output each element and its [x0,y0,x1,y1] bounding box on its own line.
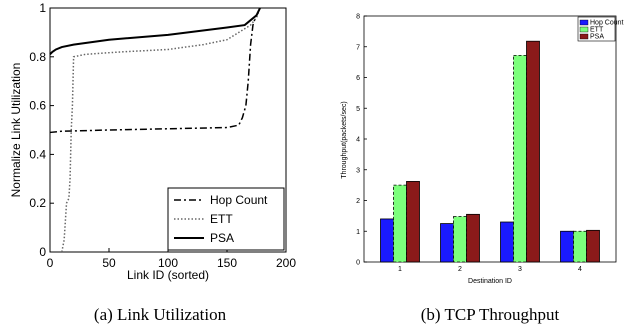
ticks: 0 1 2 3 4 5 6 7 8 1 2 3 4 [356,14,582,274]
y-tick-label: 0.8 [29,50,46,64]
y-tick-label: 6 [356,75,360,82]
y-tick-label: 0.2 [29,196,46,210]
y-tick-label: 0 [39,245,46,259]
bar-ett-3 [513,54,527,263]
x-tick-label: 100 [158,256,178,270]
x-tick-label: 4 [578,266,582,273]
bar-psa-4 [586,229,600,263]
legend-label: PSA [590,34,604,41]
y-tick-label: 1 [39,1,46,15]
caption: (b) TCP Throughput [421,305,560,324]
x-tick-label: 3 [518,266,522,273]
bar-hop-count-2 [440,223,454,263]
bar-psa-2 [466,213,480,263]
y-tick-label: 1 [356,229,360,236]
y-tick-label: 7 [356,44,360,51]
legend-label: Hop Count [590,20,624,27]
bar-hop-count-4 [560,230,574,263]
y-axis-label: Throughput(packets/sec) [341,101,348,178]
x-tick-label: 150 [217,256,237,270]
bar-ett-1 [393,184,407,263]
x-axis-label: Link ID (sorted) [127,268,209,282]
series-line-psa [49,7,261,56]
legend-box [167,187,285,251]
x-tick-label: 1 [398,266,402,273]
y-tick-label: 0 [356,260,360,267]
bar-psa-1 [406,181,420,263]
y-tick-label: 5 [356,106,360,113]
bar-hop-count-1 [380,218,394,263]
y-tick-label: 4 [356,137,360,144]
legend: Hop Count ETT PSA [167,187,285,251]
legend-label: ETT [590,27,604,34]
legend-swatch [579,26,589,33]
y-tick-label: 0.6 [29,99,46,113]
bars [380,40,600,263]
tcp-throughput-chart: 0 1 2 3 4 5 6 7 8 1 2 3 4 Destination ID Throughput(… [341,14,624,325]
x-tick-label: 50 [102,256,116,270]
y-tick-label: 2 [356,198,360,205]
series-line-ett [61,7,261,253]
legend-swatch [579,33,589,40]
x-axis-label: Destination ID [468,278,512,285]
x-tick-label: 0 [47,256,54,270]
ticks: 0 50 100 150 200 0 0.2 0.4 0.6 0.8 1 [29,1,296,270]
y-tick-label: 3 [356,167,360,174]
bar-ett-4 [573,230,587,263]
caption: (a) Link Utilization [94,305,227,324]
legend-label: PSA [210,231,234,245]
legend-label: ETT [210,212,233,226]
series-lines [49,7,261,253]
y-axis-label: Normalize Link Utilization [9,63,23,198]
legend-swatch [579,19,589,26]
y-tick-label: 8 [356,14,360,21]
link-utilization-chart: 0 50 100 150 200 0 0.2 0.4 0.6 0.8 1 Link ID (sort… [9,1,296,324]
x-tick-label: 2 [458,266,462,273]
y-tick-label: 0.4 [29,147,46,161]
x-tick-label: 200 [276,256,296,270]
bar-hop-count-3 [500,221,514,263]
bar-ett-2 [453,216,467,263]
legend-label: Hop Count [210,193,268,207]
bar-psa-3 [526,40,540,263]
